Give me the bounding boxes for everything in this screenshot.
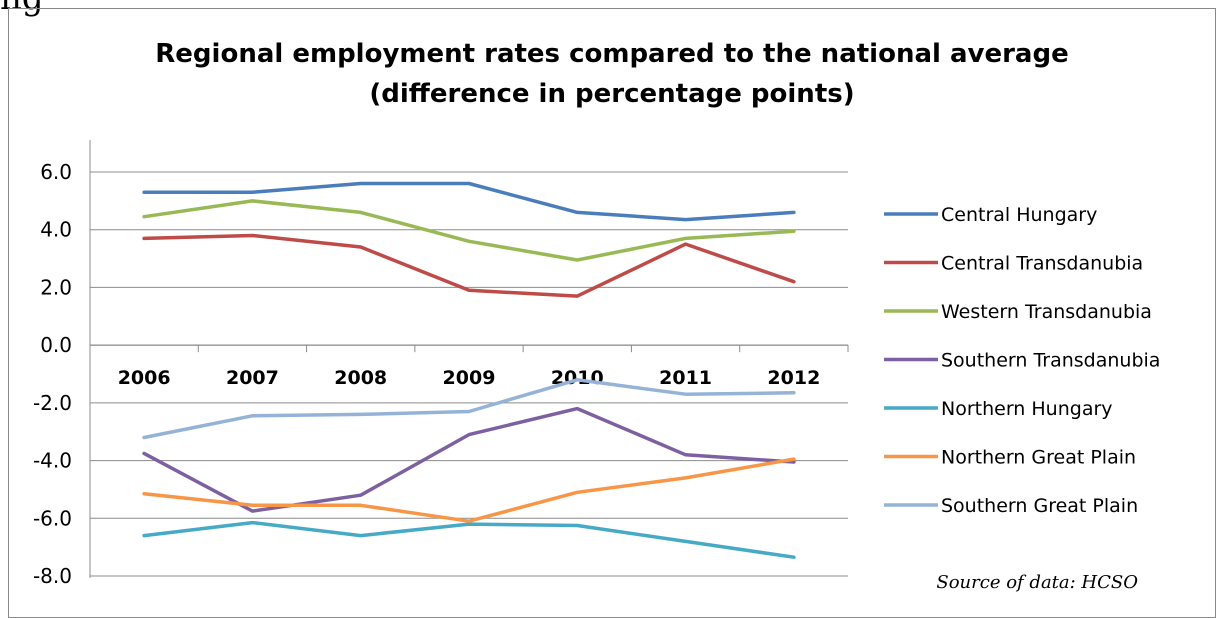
series-line-central-hungary xyxy=(142,181,796,222)
y-tick-label: -4.0 xyxy=(33,449,72,473)
legend-label: Southern Transdanubia xyxy=(941,350,1160,372)
x-tick-labels: 2006 2007 2008 2009 2010 2011 2012 xyxy=(118,367,821,389)
x-tick-label: 2006 xyxy=(118,367,171,389)
series-line-western-transdanubia xyxy=(142,199,796,262)
series-line-northern-hungary xyxy=(142,520,796,559)
page-heading-fragment: ng xyxy=(0,0,44,18)
series-line-central-transdanubia xyxy=(142,233,796,298)
y-tick-label: 4.0 xyxy=(40,218,72,242)
series-lines xyxy=(142,181,796,559)
x-tick-label: 2009 xyxy=(443,367,496,389)
legend-label: Southern Great Plain xyxy=(941,495,1138,517)
chart-subtitle: (difference in percentage points) xyxy=(369,79,854,109)
y-tick-label: -6.0 xyxy=(33,506,72,530)
x-tick-label: 2012 xyxy=(767,367,820,389)
axes xyxy=(89,140,849,578)
legend-label: Northern Great Plain xyxy=(941,447,1136,469)
legend: Central Hungary Central Transdanubia Weste… xyxy=(884,204,1160,517)
legend-label: Western Transdanubia xyxy=(941,301,1152,323)
y-tick-label: 2.0 xyxy=(40,275,72,299)
series-line-southern-transdanubia xyxy=(142,406,796,513)
y-tick-label: -2.0 xyxy=(33,391,72,415)
source-note: Source of data: HCSO xyxy=(936,572,1138,593)
chart-title: Regional employment rates compared to th… xyxy=(155,39,1068,69)
y-tick-label: 6.0 xyxy=(40,160,72,184)
x-tick-label: 2011 xyxy=(659,367,712,389)
x-tick-label: 2008 xyxy=(334,367,387,389)
legend-label: Central Transdanubia xyxy=(941,253,1143,275)
legend-label: Northern Hungary xyxy=(941,398,1113,420)
x-tick-label: 2007 xyxy=(226,367,279,389)
y-tick-label: -8.0 xyxy=(33,564,72,588)
series-line-northern-great-plain xyxy=(142,457,796,523)
series-line-southern-great-plain xyxy=(142,378,796,440)
y-tick-labels: 6.0 4.0 2.0 0.0 -2.0 -4.0 -6.0 -8.0 xyxy=(33,160,72,588)
line-chart: Regional employment rates compared to th… xyxy=(33,39,1160,593)
legend-label: Central Hungary xyxy=(941,204,1097,226)
y-tick-label: 0.0 xyxy=(40,333,72,357)
